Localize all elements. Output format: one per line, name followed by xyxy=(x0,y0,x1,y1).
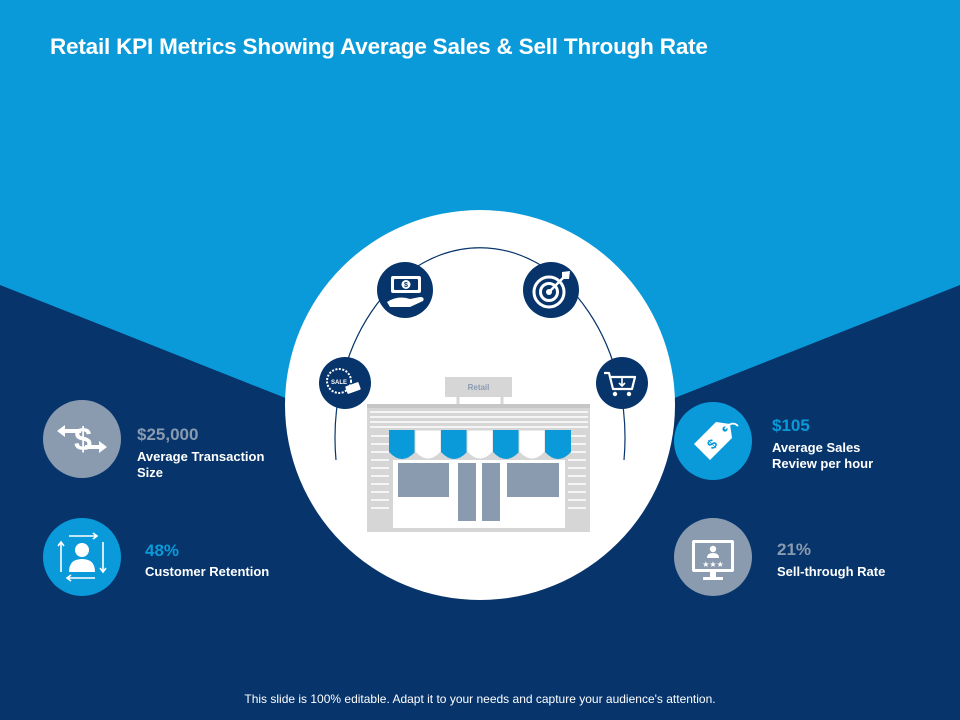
kpi-retention-label-line1: Customer Retention xyxy=(145,564,270,579)
dollar-arrows-icon: $ xyxy=(57,421,107,457)
kpi-sales-value: $105 xyxy=(772,416,810,435)
store-building: Retail xyxy=(367,377,590,532)
store-sign xyxy=(445,377,512,397)
slide-title: Retail KPI Metrics Showing Average Sales… xyxy=(50,34,708,59)
kpi-sales-label-line1: Average Sales xyxy=(772,440,861,455)
money-hand-icon: $ xyxy=(377,262,433,318)
store-door-left xyxy=(458,463,476,521)
customer-retention-icon xyxy=(57,532,107,582)
kpi-sales-label: Average Sales Review per hour xyxy=(772,440,873,472)
store-awning xyxy=(389,429,571,460)
kpi-retention-label: Customer Retention xyxy=(145,564,269,580)
store-window-left xyxy=(398,463,449,497)
price-tag-icon: $ xyxy=(694,422,739,460)
sale-badge-text: SALE xyxy=(331,380,347,386)
shopping-cart-icon xyxy=(596,357,648,409)
kpi-sellthrough-label-line1: Sell-through Rate xyxy=(777,564,886,579)
slide-footer: This slide is 100% editable. Adapt it to… xyxy=(244,692,716,706)
store-sign-text: Retail xyxy=(468,383,490,392)
kpi-transaction-label-line2: Size xyxy=(137,465,164,480)
kpi-sales-label-line2: Review per hour xyxy=(772,456,874,471)
kpi-transaction-label: Average Transaction Size xyxy=(137,449,264,481)
kpi-retention-value: 48% xyxy=(145,541,180,560)
kpi-sellthrough-icon: ★★★ xyxy=(674,518,752,596)
target-icon xyxy=(523,262,579,318)
kpi-sellthrough-label: Sell-through Rate xyxy=(777,564,885,580)
store-window-right xyxy=(507,463,559,497)
kpi-transaction-value: $25,000 xyxy=(137,425,199,444)
store-door-right xyxy=(482,463,500,521)
monitor-rating-icon: ★★★ xyxy=(692,540,734,580)
sale-badge-icon: SALE xyxy=(319,357,371,409)
kpi-transaction-icon: $ xyxy=(43,400,121,478)
kpi-sales-icon: $ xyxy=(674,402,752,480)
kpi-retention-icon xyxy=(43,518,121,596)
kpi-sellthrough-value: 21% xyxy=(777,540,812,559)
kpi-transaction-label-line1: Average Transaction xyxy=(137,449,265,464)
svg-text:$: $ xyxy=(74,421,92,457)
svg-text:$: $ xyxy=(404,282,408,289)
svg-text:★★★: ★★★ xyxy=(702,560,724,569)
